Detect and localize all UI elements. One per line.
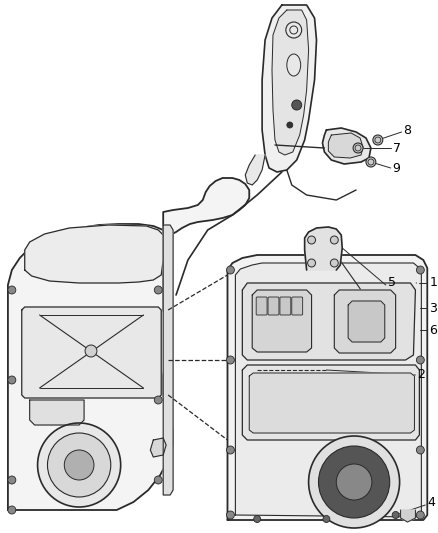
- FancyBboxPatch shape: [292, 297, 303, 315]
- FancyBboxPatch shape: [280, 297, 291, 315]
- Polygon shape: [328, 133, 363, 158]
- Circle shape: [353, 143, 363, 153]
- Circle shape: [154, 286, 162, 294]
- Circle shape: [417, 446, 424, 454]
- Text: 3: 3: [429, 302, 437, 314]
- Polygon shape: [334, 290, 396, 353]
- Circle shape: [330, 236, 338, 244]
- Polygon shape: [249, 373, 414, 433]
- Circle shape: [38, 423, 121, 507]
- Circle shape: [154, 396, 162, 404]
- Polygon shape: [235, 263, 421, 517]
- Polygon shape: [262, 5, 317, 172]
- Circle shape: [226, 356, 234, 364]
- Circle shape: [318, 446, 390, 518]
- Circle shape: [287, 122, 293, 128]
- Circle shape: [336, 464, 372, 500]
- Polygon shape: [163, 225, 173, 495]
- Circle shape: [417, 266, 424, 274]
- Circle shape: [373, 135, 383, 145]
- Circle shape: [292, 100, 302, 110]
- Polygon shape: [252, 290, 311, 352]
- Polygon shape: [25, 225, 163, 283]
- Circle shape: [307, 236, 315, 244]
- Circle shape: [392, 512, 399, 519]
- Text: 7: 7: [393, 141, 401, 155]
- Circle shape: [8, 476, 16, 484]
- Text: 1: 1: [429, 277, 437, 289]
- FancyBboxPatch shape: [268, 297, 279, 315]
- Circle shape: [226, 266, 234, 274]
- Text: 2: 2: [417, 368, 425, 382]
- Polygon shape: [30, 400, 84, 425]
- Text: 6: 6: [429, 324, 437, 336]
- Polygon shape: [245, 155, 265, 185]
- Text: 4: 4: [427, 497, 435, 510]
- Polygon shape: [322, 128, 371, 164]
- Polygon shape: [401, 510, 415, 522]
- Circle shape: [307, 259, 315, 267]
- Circle shape: [8, 286, 16, 294]
- Circle shape: [417, 356, 424, 364]
- Polygon shape: [8, 178, 249, 510]
- Circle shape: [417, 511, 424, 519]
- Circle shape: [366, 157, 376, 167]
- Circle shape: [154, 476, 162, 484]
- Circle shape: [8, 376, 16, 384]
- Circle shape: [8, 506, 16, 514]
- Polygon shape: [242, 365, 419, 440]
- Text: 5: 5: [388, 277, 396, 289]
- Circle shape: [323, 515, 330, 522]
- Polygon shape: [272, 10, 309, 155]
- Circle shape: [85, 345, 97, 357]
- Circle shape: [254, 515, 261, 522]
- Polygon shape: [150, 438, 166, 457]
- Text: 8: 8: [403, 124, 412, 136]
- Polygon shape: [227, 255, 427, 520]
- Polygon shape: [22, 307, 161, 398]
- Ellipse shape: [287, 54, 300, 76]
- Circle shape: [226, 446, 234, 454]
- Circle shape: [64, 450, 94, 480]
- Polygon shape: [242, 283, 415, 360]
- Circle shape: [309, 436, 399, 528]
- Circle shape: [226, 511, 234, 519]
- Circle shape: [286, 22, 302, 38]
- Polygon shape: [348, 301, 385, 342]
- Circle shape: [47, 433, 111, 497]
- FancyBboxPatch shape: [256, 297, 267, 315]
- Circle shape: [330, 259, 338, 267]
- Text: 9: 9: [393, 161, 400, 174]
- Polygon shape: [305, 227, 342, 270]
